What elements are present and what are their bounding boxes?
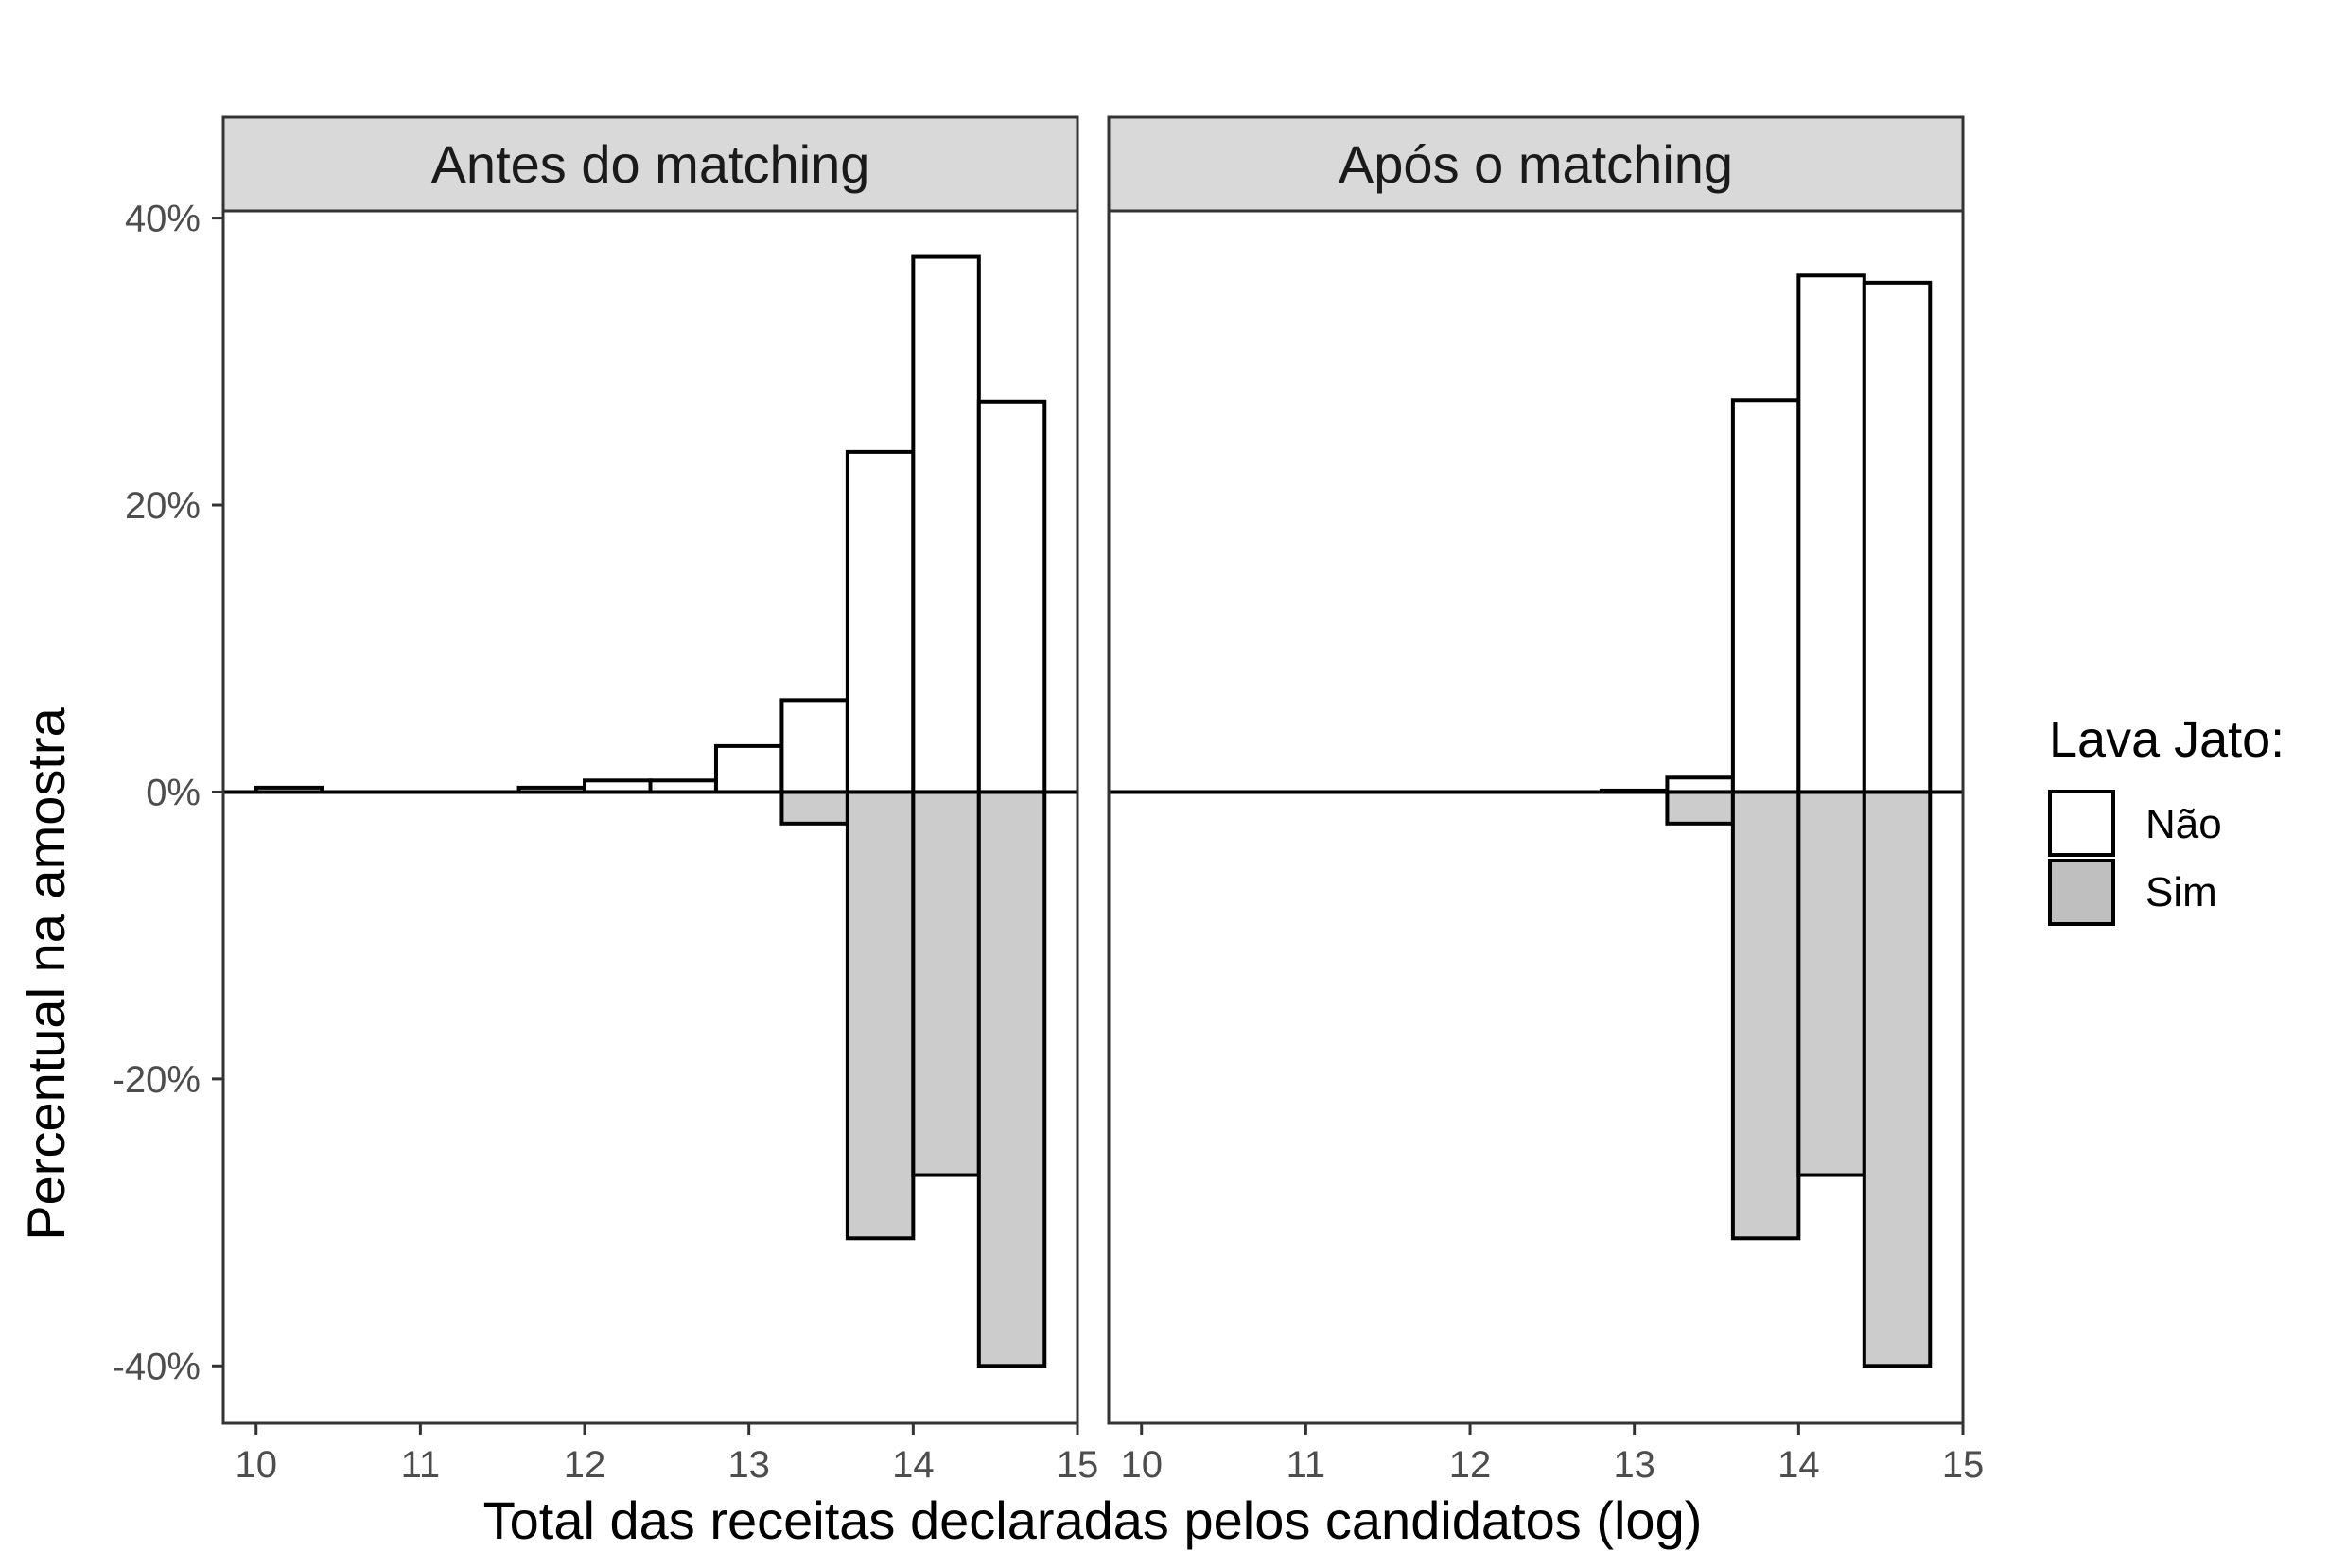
legend-title: Lava Jato: bbox=[2049, 711, 2285, 768]
histogram-bar-não bbox=[713, 743, 784, 794]
facet-strip bbox=[1107, 115, 1965, 213]
y-tick-label: -40% bbox=[113, 1346, 201, 1387]
histogram-bar-sim bbox=[1730, 790, 1801, 1241]
y-axis-title: Percentual na amostra bbox=[16, 706, 76, 1240]
legend-key-sim bbox=[2048, 859, 2115, 926]
legend-label-sim: Sim bbox=[2145, 869, 2217, 915]
histogram-bar-não bbox=[911, 254, 981, 794]
x-tick-label: 13 bbox=[1613, 1444, 1655, 1486]
histogram-bar-não bbox=[1730, 398, 1801, 794]
panel-2: Após o matching 10 11 12 13 14 15 bbox=[1107, 115, 1985, 1486]
histogram-bar-sim bbox=[911, 790, 981, 1177]
x-tick-label: 12 bbox=[564, 1444, 606, 1486]
panels-layer: Antes do matching 10 11 12 13 14 15 40% 20% 0% -20… bbox=[113, 115, 1985, 1486]
legend-label-nao: Não bbox=[2145, 801, 2222, 847]
x-tick-label: 11 bbox=[1287, 1444, 1326, 1486]
histogram-bar-não bbox=[1665, 775, 1735, 794]
histogram-bar-não bbox=[1796, 273, 1866, 794]
x-tick-label: 11 bbox=[401, 1444, 441, 1486]
y-tick-label: 20% bbox=[125, 485, 201, 527]
x-tick-label: 10 bbox=[1120, 1444, 1163, 1486]
x-tick-label: 15 bbox=[1942, 1444, 1985, 1486]
y-tick-label: -20% bbox=[113, 1059, 201, 1101]
x-tick-label: 14 bbox=[892, 1444, 935, 1486]
histogram-bar-sim bbox=[1665, 790, 1735, 826]
histogram-bar-sim bbox=[1796, 790, 1866, 1177]
facet-strip-label: Após o matching bbox=[1339, 134, 1733, 194]
x-tick-label: 13 bbox=[727, 1444, 770, 1486]
histogram-bar-sim bbox=[1862, 790, 1933, 1368]
x-tick-label: 15 bbox=[1057, 1444, 1099, 1486]
x-tick-label: 14 bbox=[1777, 1444, 1820, 1486]
histogram-bar-não bbox=[779, 698, 849, 794]
histogram-bar-sim bbox=[845, 790, 916, 1241]
facet-strip-label: Antes do matching bbox=[431, 134, 870, 194]
histogram-bar-não bbox=[845, 449, 916, 794]
histogram-bar-não bbox=[976, 399, 1047, 794]
facet-strip bbox=[221, 115, 1079, 213]
y-tick-label: 0% bbox=[146, 772, 201, 813]
x-tick-label: 10 bbox=[235, 1444, 277, 1486]
legend: Lava Jato: Não Sim bbox=[2048, 711, 2285, 926]
histogram-bar-não bbox=[1862, 280, 1933, 794]
x-tick-label: 12 bbox=[1449, 1444, 1492, 1486]
y-tick-label: 40% bbox=[125, 199, 201, 240]
histogram-bar-sim bbox=[779, 790, 849, 826]
legend-key-nao bbox=[2048, 790, 2115, 857]
x-axis-title: Total das receitas declaradas pelos cand… bbox=[483, 1490, 1703, 1550]
panel-1: Antes do matching 10 11 12 13 14 15 40% 20% 0% -20… bbox=[113, 115, 1099, 1486]
panel-border bbox=[221, 209, 1079, 1425]
panel-border bbox=[1107, 209, 1965, 1425]
histogram-bar-sim bbox=[976, 790, 1047, 1368]
